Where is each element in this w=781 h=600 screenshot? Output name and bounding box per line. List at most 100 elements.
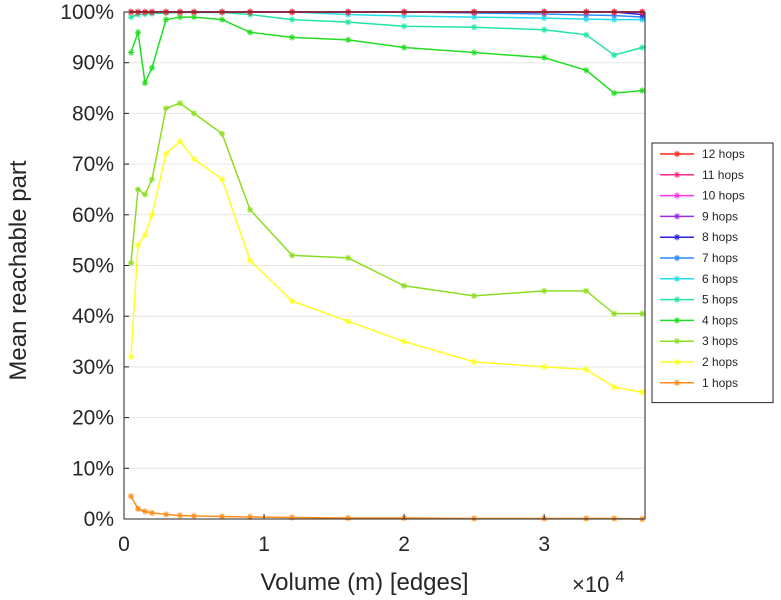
- data-point: [288, 252, 296, 259]
- data-point: [162, 511, 170, 518]
- data-point: [218, 130, 226, 137]
- series-line: [130, 16, 643, 94]
- data-point: [470, 24, 478, 31]
- legend-label: 11 hops: [702, 168, 744, 182]
- x-multiplier: ×10 4: [572, 569, 624, 597]
- series-5-hops: [127, 9, 646, 59]
- legend-item: 1 hops: [660, 376, 738, 390]
- data-point: [344, 18, 352, 26]
- data-point: [141, 231, 149, 239]
- legend-item: 12 hops: [660, 147, 745, 161]
- data-point: [470, 292, 478, 300]
- data-point: [400, 338, 408, 345]
- data-point: [470, 49, 478, 56]
- x-tick-label: 1: [258, 533, 270, 556]
- data-point: [344, 514, 352, 522]
- data-point: [540, 14, 548, 22]
- series-8-hops: [127, 8, 646, 18]
- legend-label: 12 hops: [702, 147, 745, 161]
- data-point: [162, 16, 170, 23]
- legend-label: 7 hops: [702, 251, 738, 265]
- y-tick-label: 90%: [72, 52, 114, 75]
- data-point: [470, 358, 478, 366]
- legend-label: 3 hops: [702, 334, 738, 348]
- data-point: [610, 310, 618, 317]
- data-point: [610, 51, 618, 59]
- data-point: [673, 317, 681, 324]
- data-point: [673, 234, 681, 241]
- data-point: [673, 338, 681, 345]
- data-point: [470, 13, 478, 21]
- y-tick-label: 20%: [72, 407, 114, 430]
- series-1-hops: [127, 492, 646, 523]
- data-point: [246, 257, 254, 264]
- data-point: [344, 36, 352, 44]
- data-point: [610, 515, 618, 522]
- x-tick-label: 2: [398, 533, 410, 556]
- legend-label: 2 hops: [702, 355, 738, 369]
- data-point: [673, 192, 681, 199]
- legend-item: 10 hops: [660, 189, 745, 203]
- data-point: [673, 171, 681, 178]
- data-point: [190, 110, 198, 117]
- data-point: [288, 297, 296, 305]
- legend-label: 4 hops: [702, 313, 738, 327]
- data-point: [638, 87, 646, 94]
- legend: 12 hops 11 hops 10 hops 9 hops 8 hops 7 hops 6…: [651, 142, 774, 404]
- y-axis-title: Mean reachable part: [5, 160, 32, 380]
- legend-label: 5 hops: [702, 293, 738, 307]
- data-point: [400, 44, 408, 51]
- legend-label: 8 hops: [702, 230, 738, 244]
- data-point: [582, 67, 590, 74]
- data-point: [190, 155, 198, 163]
- series-2-hops: [127, 138, 646, 396]
- data-point: [176, 138, 184, 145]
- data-point: [218, 176, 226, 183]
- data-point: [246, 206, 254, 213]
- data-point: [582, 515, 590, 522]
- series-6-hops: [127, 8, 646, 23]
- x-tick-label: 0: [118, 533, 130, 556]
- x-multiplier-exp: 4: [615, 569, 624, 586]
- legend-label: 6 hops: [702, 272, 738, 286]
- data-point: [134, 29, 142, 36]
- data-point: [127, 49, 135, 56]
- data-point: [610, 12, 618, 19]
- y-tick-label: 10%: [72, 457, 114, 480]
- legend-label: 9 hops: [702, 209, 738, 223]
- legend-item: 6 hops: [660, 272, 738, 286]
- data-point: [246, 29, 254, 36]
- data-point: [673, 213, 681, 220]
- data-point: [141, 508, 149, 515]
- data-point: [673, 275, 681, 282]
- legend-item: 3 hops: [660, 334, 738, 348]
- x-multiplier-base: ×10: [572, 572, 609, 597]
- y-tick-label: 80%: [72, 102, 114, 125]
- data-point: [218, 16, 226, 23]
- y-tick-label: 70%: [72, 153, 114, 176]
- data-point: [148, 64, 156, 71]
- data-point: [582, 366, 590, 373]
- data-point: [400, 12, 408, 20]
- data-point: [190, 13, 198, 21]
- data-point: [246, 513, 254, 521]
- data-point: [162, 150, 170, 158]
- data-point: [288, 34, 296, 41]
- data-point: [148, 211, 156, 218]
- data-point: [610, 89, 618, 97]
- legend-label: 10 hops: [702, 189, 745, 203]
- data-point: [176, 512, 184, 519]
- y-tick-label: 50%: [72, 255, 114, 278]
- data-point: [127, 353, 135, 360]
- data-point: [162, 105, 170, 112]
- series-line: [130, 140, 643, 393]
- legend-item: 4 hops: [660, 313, 738, 327]
- data-point: [148, 176, 156, 183]
- data-point: [638, 44, 646, 51]
- data-point: [127, 13, 135, 21]
- data-point: [582, 31, 590, 39]
- x-tick-label: 3: [538, 533, 550, 556]
- y-tick-label: 40%: [72, 305, 114, 328]
- data-point: [344, 318, 352, 325]
- data-point: [141, 79, 149, 87]
